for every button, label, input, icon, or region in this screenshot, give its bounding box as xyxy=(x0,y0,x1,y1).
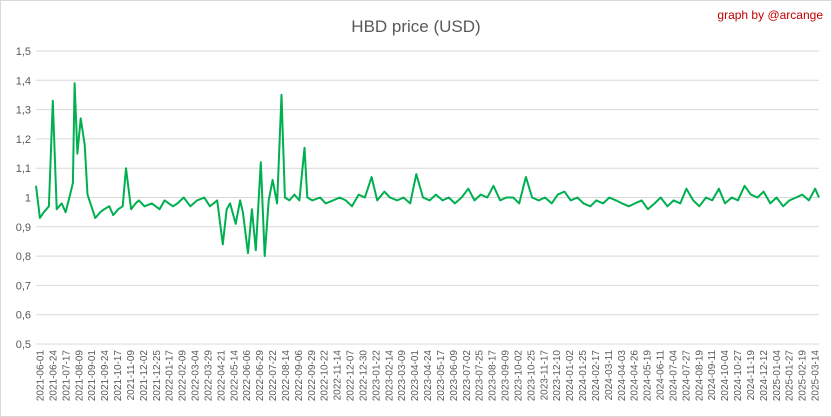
y-tick-label: 1,1 xyxy=(16,163,31,175)
x-tick-label: 2023-07-25 xyxy=(475,350,486,402)
x-tick-label: 2022-06-06 xyxy=(242,350,253,402)
x-tick-label: 2023-02-14 xyxy=(384,350,395,402)
x-tick-label: 2024-07-04 xyxy=(668,350,679,402)
x-tick-label: 2021-11-09 xyxy=(126,350,137,401)
x-tick-label: 2024-05-19 xyxy=(643,350,654,402)
x-tick-label: 2021-12-25 xyxy=(152,350,163,402)
x-tick-label: 2022-09-29 xyxy=(307,350,318,402)
series-hbd-price xyxy=(35,82,820,258)
x-tick-label: 2023-07-02 xyxy=(462,350,473,402)
y-axis-tick-labels: 0,5 0,6 0,7 0,8 0,9 1 1,1 1,2 1,3 1,4 1,5 xyxy=(16,46,31,351)
x-tick-label: 2021-10-17 xyxy=(113,350,124,402)
x-tick-label: 2022-11-14 xyxy=(333,350,344,401)
x-tick-label: 2024-01-02 xyxy=(565,350,576,402)
y-tick-label: 1,3 xyxy=(16,105,31,117)
y-tick-label: 1,4 xyxy=(16,75,31,87)
x-tick-label: 2022-12-30 xyxy=(358,350,369,402)
x-tick-label: 2023-10-02 xyxy=(513,350,524,402)
x-tick-label: 2024-06-11 xyxy=(656,350,667,401)
x-tick-label: 2022-04-21 xyxy=(216,350,227,402)
price-line xyxy=(35,82,820,258)
x-tick-label: 2022-03-04 xyxy=(191,350,202,402)
x-tick-label: 2021-06-24 xyxy=(48,350,59,402)
x-tick-label: 2022-08-14 xyxy=(281,350,292,402)
x-tick-label: 2021-09-01 xyxy=(87,350,98,402)
x-tick-label: 2024-04-26 xyxy=(630,350,641,402)
chart-title: HBD price (USD) xyxy=(351,17,480,36)
x-tick-label: 2023-03-09 xyxy=(397,350,408,402)
x-tick-label: 2022-10-22 xyxy=(320,350,331,402)
x-tick-label: 2022-02-09 xyxy=(178,350,189,402)
x-tick-label: 2023-09-09 xyxy=(501,350,512,402)
x-tick-label: 2025-01-27 xyxy=(785,350,796,402)
x-tick-label: 2023-05-17 xyxy=(436,350,447,402)
x-tick-label: 2023-04-24 xyxy=(423,350,434,402)
x-tick-label: 2022-06-29 xyxy=(255,350,266,402)
x-tick-label: 2023-11-17 xyxy=(539,350,550,401)
x-tick-label: 2021-12-02 xyxy=(139,350,150,402)
x-tick-label: 2023-10-25 xyxy=(526,350,537,402)
x-tick-label: 2024-03-11 xyxy=(604,350,615,401)
x-tick-label: 2024-01-25 xyxy=(578,350,589,402)
x-tick-label: 2022-12-07 xyxy=(346,350,357,402)
x-tick-label: 2023-04-01 xyxy=(410,350,421,402)
y-tick-label: 1,2 xyxy=(16,134,31,146)
x-tick-label: 2024-08-19 xyxy=(694,350,705,402)
x-tick-label: 2022-09-06 xyxy=(294,350,305,402)
x-axis-tick-labels: 2021-06-01 2021-06-24 2021-07-17 2021-08-09… xyxy=(36,350,822,402)
y-tick-label: 0,8 xyxy=(16,251,31,263)
gridlines xyxy=(36,50,819,345)
x-tick-label: 2024-12-12 xyxy=(759,350,770,402)
y-tick-label: 1,5 xyxy=(16,46,31,58)
x-tick-label: 2022-07-22 xyxy=(268,350,279,402)
x-tick-label: 2024-07-27 xyxy=(681,350,692,402)
x-tick-label: 2025-03-14 xyxy=(811,350,822,402)
x-tick-label: 2023-08-17 xyxy=(488,350,499,402)
x-tick-label: 2022-01-17 xyxy=(165,350,176,402)
y-tick-label: 0,9 xyxy=(16,222,31,234)
x-tick-label: 2023-01-22 xyxy=(371,350,382,402)
x-tick-label: 2021-09-24 xyxy=(100,350,111,402)
y-tick-label: 0,7 xyxy=(16,280,31,292)
x-tick-label: 2022-05-14 xyxy=(229,350,240,402)
x-tick-label: 2023-12-10 xyxy=(552,350,563,402)
x-tick-label: 2021-08-09 xyxy=(74,350,85,402)
x-tick-label: 2024-11-19 xyxy=(746,350,757,401)
x-tick-label: 2024-10-04 xyxy=(720,350,731,402)
chart-credit: graph by @arcange xyxy=(717,8,823,22)
y-tick-label: 0,6 xyxy=(16,310,31,322)
x-tick-label: 2024-10-27 xyxy=(733,350,744,402)
x-tick-label: 2021-06-01 xyxy=(36,350,47,402)
x-tick-label: 2024-04-03 xyxy=(617,350,628,402)
x-tick-label: 2022-03-29 xyxy=(203,350,214,402)
y-tick-label: 0,5 xyxy=(16,339,31,351)
x-tick-label: 2024-09-11 xyxy=(707,350,718,401)
x-tick-label: 2025-02-19 xyxy=(798,350,809,402)
x-tick-label: 2023-06-09 xyxy=(449,350,460,402)
x-tick-label: 2024-02-17 xyxy=(591,350,602,402)
x-tick-label: 2025-01-04 xyxy=(772,350,783,402)
x-tick-label: 2021-07-17 xyxy=(61,350,72,402)
y-tick-label: 1 xyxy=(25,193,31,205)
